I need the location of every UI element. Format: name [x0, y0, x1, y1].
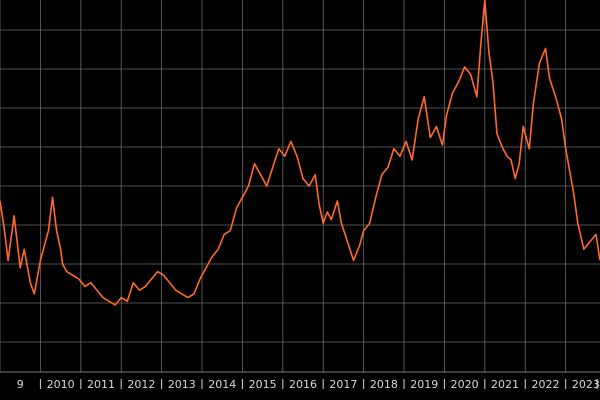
- gridlines: [0, 0, 600, 372]
- x-tick-label-2013: 2013: [168, 378, 196, 391]
- x-tick-label-2023: 2023: [572, 378, 600, 391]
- x-tick-label-2009: 9: [17, 378, 24, 391]
- x-tick-label-2020: 2020: [451, 378, 479, 391]
- series-group: [0, 0, 600, 306]
- x-tick-label-2010: 2010: [47, 378, 75, 391]
- x-tick-label-2012: 2012: [127, 378, 155, 391]
- x-tick-label-2017: 2017: [329, 378, 357, 391]
- x-tick-label-2019: 2019: [410, 378, 438, 391]
- x-tick-label-2022: 2022: [531, 378, 559, 391]
- x-tick-label-2018: 2018: [370, 378, 398, 391]
- x-axis-ticks: 9 2010 2011 2012 2013 2014 2015 2016 2017 2018 201…: [17, 378, 600, 391]
- x-tick-label-2014: 2014: [208, 378, 236, 391]
- series-line-0: [0, 0, 600, 306]
- x-tick-label-2015: 2015: [249, 378, 277, 391]
- x-tick-label-2011: 2011: [87, 378, 115, 391]
- x-tick-label-2016: 2016: [289, 378, 317, 391]
- x-tick-label-2021: 2021: [491, 378, 519, 391]
